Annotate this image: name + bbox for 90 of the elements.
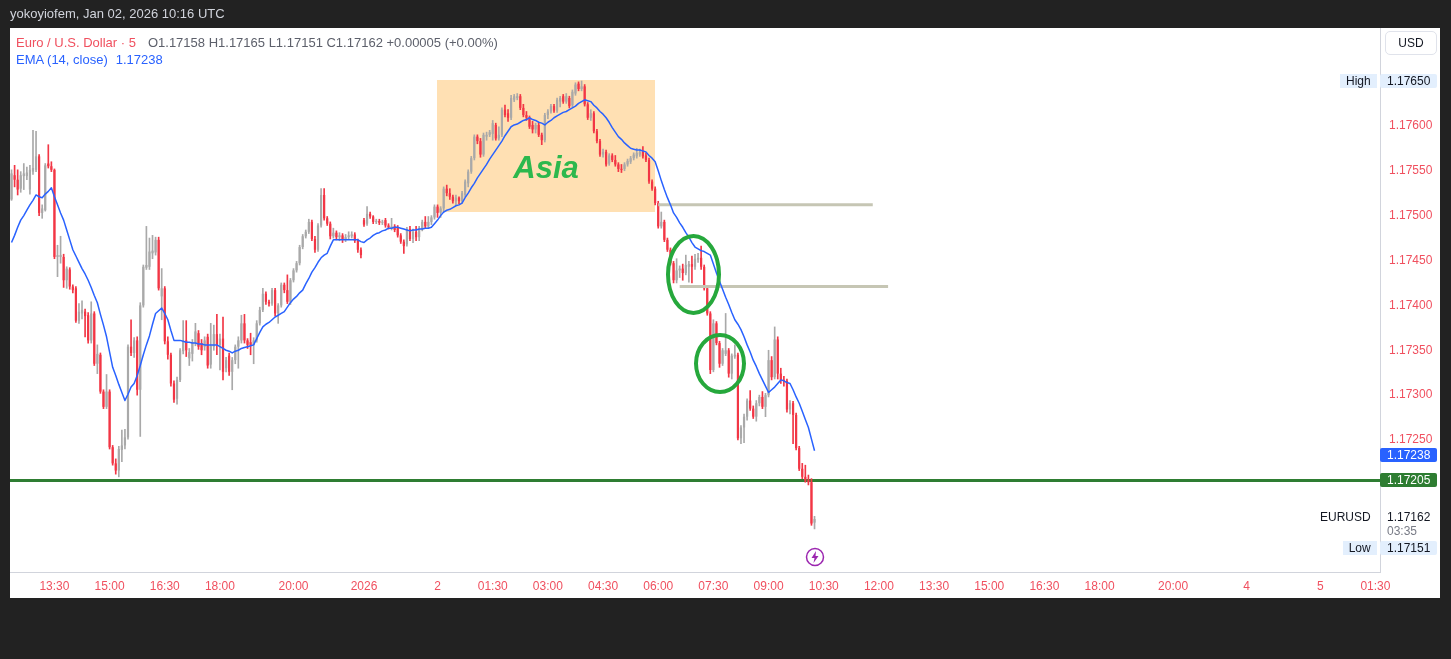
x-tick-label: 15:00	[94, 578, 125, 593]
candlestick	[776, 336, 779, 380]
candlestick	[10, 169, 13, 201]
candlestick	[623, 162, 626, 172]
candlestick	[59, 235, 62, 264]
y-tick-label: 1.17250	[1389, 432, 1433, 447]
y-tick-label: 1.17300	[1389, 387, 1433, 402]
text: High 1.17650	[1345, 74, 1431, 88]
candlestick	[384, 217, 387, 228]
candlestick	[516, 93, 519, 101]
x-tick-label: 03:00	[532, 578, 564, 593]
x-tick-label: 2	[434, 578, 442, 593]
y-tick-label: 1.17600	[1389, 118, 1433, 133]
candlestick	[56, 244, 59, 277]
candlestick	[68, 267, 71, 290]
y-tick-label: 1.17500	[1389, 207, 1433, 222]
x-tick-label: 20:00	[1158, 578, 1189, 593]
candlestick	[16, 169, 19, 196]
candlestick	[479, 138, 482, 158]
x-tick-label: 2026	[350, 578, 378, 593]
candlestick	[580, 80, 583, 92]
candlestick	[335, 230, 338, 241]
x-tick-label: 01:30	[477, 578, 509, 593]
candlestick	[813, 516, 816, 530]
y-tick-label: 1.17400	[1389, 297, 1433, 312]
candlestick	[589, 109, 592, 121]
candlestick	[286, 274, 289, 304]
candlestick	[727, 348, 730, 378]
candlestick	[810, 478, 813, 526]
candlestick	[629, 156, 632, 164]
candlestick	[249, 332, 252, 356]
candlestick	[436, 204, 439, 218]
text: Low 1.17151	[1348, 541, 1431, 555]
candlestick	[773, 326, 776, 380]
text: EURUSD 1.17162 03:35	[1319, 510, 1431, 538]
candlestick	[96, 344, 99, 374]
annotation: Asia	[512, 150, 580, 186]
text: O1.17158 H1.17165 L1.17151 C1.17162 +0.00005 (+0.00%)	[147, 35, 498, 50]
text: Euro / U.S. Dollar · 5	[16, 35, 136, 50]
candlestick	[565, 93, 568, 104]
x-tick-label: 18:00	[204, 578, 236, 593]
x-tick-label: 13:30	[919, 578, 950, 593]
x-tick-label: 13:30	[39, 578, 70, 593]
text: USD	[1385, 31, 1437, 55]
candlestick	[154, 236, 157, 256]
x-tick-label: 01:30	[1360, 578, 1391, 593]
candlestick	[350, 231, 353, 239]
candlestick	[755, 400, 758, 422]
x-tick-label: 06:00	[643, 578, 674, 593]
x-tick-label: 16:30	[149, 578, 181, 593]
ref-line-label: 1.17205	[1380, 473, 1437, 488]
candlestick	[761, 391, 764, 409]
candlestick	[577, 81, 580, 92]
y-tick-label: 1.17550	[1389, 163, 1433, 178]
candlestick	[620, 164, 623, 173]
x-tick-label: 20:00	[278, 578, 309, 593]
candlestick	[611, 153, 614, 163]
candlestick	[519, 94, 522, 111]
text: 1.17238	[1387, 448, 1431, 462]
x-tick-label: 15:00	[974, 578, 1005, 593]
x-tick-label: 16:30	[1029, 578, 1060, 593]
x-tick-label: 04:30	[588, 578, 619, 593]
x-tick-label: 12:00	[863, 578, 895, 593]
candlestick	[93, 311, 96, 366]
candlestick	[491, 120, 494, 141]
candlestick	[378, 218, 381, 225]
y-tick-label: 1.17450	[1389, 252, 1433, 267]
candlestick	[22, 163, 25, 190]
text: yokoyiofem, Jan 02, 2026 10:16 UTC	[10, 6, 225, 21]
x-tick-label: 5	[1316, 578, 1324, 593]
x-tick-label: 10:30	[808, 578, 840, 593]
x-tick-label: 4	[1243, 578, 1251, 593]
candlestick	[90, 301, 93, 344]
candlestick	[381, 219, 384, 225]
candlestick	[375, 218, 378, 225]
candlestick	[675, 258, 678, 284]
candlestick	[626, 158, 629, 167]
x-tick-label: 09:00	[753, 578, 784, 593]
candlestick	[347, 231, 350, 240]
candlestick	[482, 132, 485, 157]
candlestick	[672, 261, 675, 284]
text: EMA (14, close)	[16, 52, 108, 67]
y-tick-label: 1.17350	[1389, 342, 1433, 357]
candlestick	[105, 374, 108, 409]
annotation: 1.17238	[115, 52, 163, 67]
candlestick	[562, 94, 565, 104]
x-tick-label: 07:30	[698, 578, 729, 593]
candlestick	[157, 236, 160, 291]
x-tick-label: 18:00	[1084, 578, 1115, 593]
candlestick	[209, 323, 212, 369]
